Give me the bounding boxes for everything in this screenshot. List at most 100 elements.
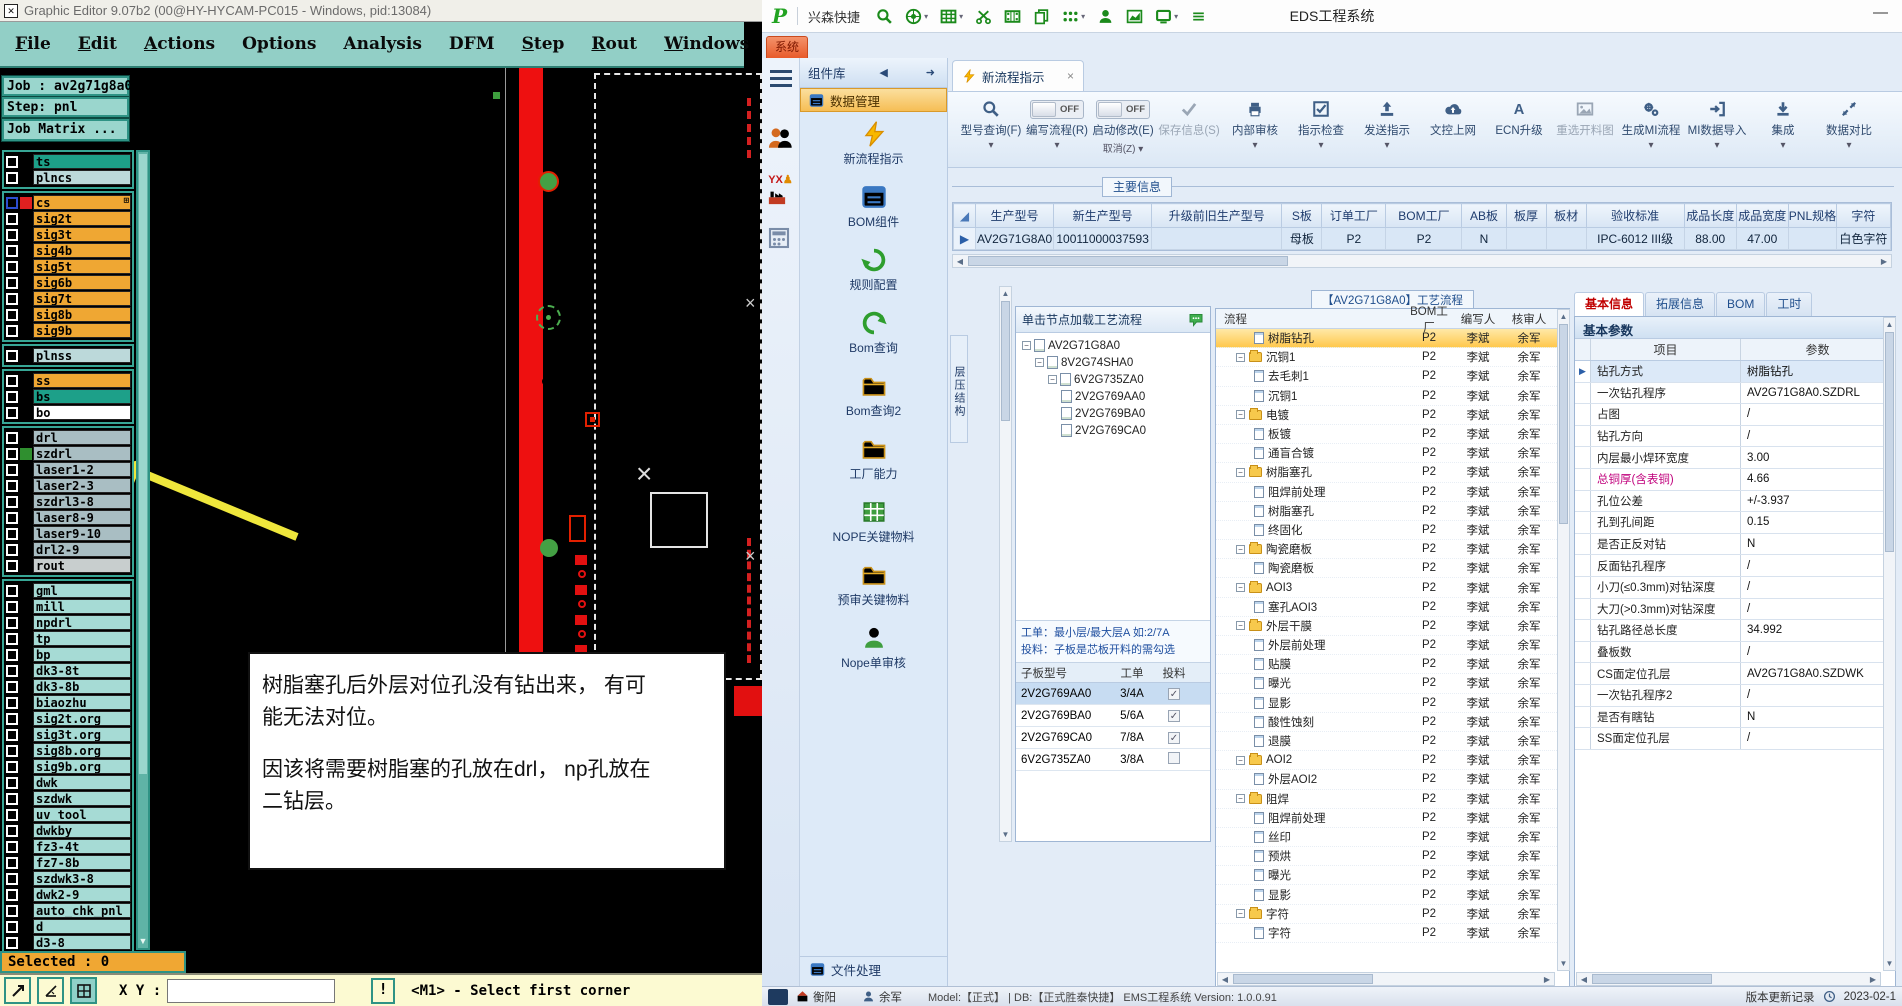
flow-row-陶瓷磨板[interactable]: 陶瓷磨板 P2 李斌 余军 — [1216, 559, 1569, 579]
layer-name[interactable]: sig8b — [33, 307, 131, 322]
prop-value[interactable]: N — [1741, 706, 1895, 728]
tree-expander-icon[interactable]: − — [1236, 794, 1245, 804]
layer-list-scrollbar[interactable]: ▼ — [136, 150, 150, 950]
prop-row-钻孔方向[interactable]: 钻孔方向 / — [1575, 425, 1895, 448]
ribbon-文控上网[interactable]: 文控上网 — [1422, 98, 1484, 153]
layer-visibility-checkbox[interactable] — [6, 664, 18, 677]
alert-button[interactable]: ! — [371, 977, 396, 1004]
feed-checkbox[interactable]: ✓ — [1168, 687, 1180, 700]
subboard-row-2V2G769AA0[interactable]: 2V2G769AA0 3/4A ✓ — [1016, 683, 1210, 705]
layer-name[interactable]: drl2-9 — [33, 542, 131, 557]
layer-name[interactable]: fz3-4t — [33, 839, 131, 854]
layer-name[interactable]: szdwk3-8 — [33, 871, 131, 886]
layer-name[interactable]: sig2t — [33, 211, 131, 226]
menu-dots-icon[interactable]: ▾ — [1062, 8, 1085, 25]
subboard-row-6V2G735ZA0[interactable]: 6V2G735ZA0 3/8A — [1016, 749, 1210, 771]
grid-shortcut-icon[interactable] — [767, 226, 794, 250]
layer-row-sig4b[interactable]: sig4b — [5, 243, 131, 258]
layer-name[interactable]: laser9-10 — [33, 526, 131, 541]
layer-row-sig8b.org[interactable]: sig8b.org — [5, 743, 131, 758]
close-tab-icon[interactable]: × — [1066, 69, 1074, 83]
ribbon-发送指示[interactable]: 发送指示 ▾ — [1356, 98, 1418, 153]
layer-visibility-checkbox[interactable] — [6, 463, 18, 476]
prop-value[interactable]: +/-3.937 — [1741, 490, 1895, 512]
pcb-canvas[interactable]: × × × 树脂塞孔后外层对位孔没有钻出来， 有可 能无法对位。 因该将需要树脂塞的… — [0, 68, 762, 973]
layer-name[interactable]: sig2t.org — [33, 711, 131, 726]
layer-row-szdrl3-8[interactable]: szdrl3-8 — [5, 494, 131, 509]
flow-row-去毛刺1[interactable]: 去毛刺1 P2 李斌 余军 — [1216, 367, 1569, 387]
flow-row-预烘[interactable]: 预烘 P2 李斌 余军 — [1216, 847, 1569, 867]
copy-icon[interactable] — [1033, 8, 1050, 25]
layer-row-sig7t[interactable]: sig7t — [5, 291, 131, 306]
search-icon[interactable] — [876, 8, 893, 25]
prop-value[interactable]: AV2G71G8A0.SZDRL — [1741, 382, 1895, 404]
prop-row-反面钻孔程序[interactable]: 反面钻孔程序 / — [1575, 555, 1895, 577]
layer-row-sig3t.org[interactable]: sig3t.org — [5, 727, 131, 742]
layer-visibility-checkbox[interactable] — [6, 155, 18, 168]
table-horizontal-scrollbar[interactable]: ◀ ▶ — [952, 254, 1892, 268]
off-toggle[interactable]: OFF — [1030, 99, 1084, 119]
props-vertical-scrollbar[interactable]: ▲ ▼ — [1883, 317, 1896, 971]
layer-row-rout[interactable]: rout — [5, 558, 131, 573]
flow-row-阻焊[interactable]: − 阻焊 P2 李斌 余军 — [1216, 790, 1569, 809]
layer-row-bs[interactable]: bs — [5, 389, 131, 404]
layer-row-dk3-8t[interactable]: dk3-8t — [5, 663, 131, 678]
flow-row-显影[interactable]: 显影 P2 李斌 余军 — [1216, 885, 1569, 905]
tree-expander-icon[interactable]: − — [1236, 410, 1245, 420]
tree-node-6V2G735ZA0[interactable]: − 6V2G735ZA0 — [1016, 371, 1210, 388]
menu-rout[interactable]: Rout — [591, 34, 638, 54]
layer-row-drl[interactable]: drl — [5, 430, 131, 445]
scissors-icon[interactable] — [975, 8, 992, 25]
menu-windows[interactable]: Windows — [664, 34, 750, 54]
layer-visibility-checkbox[interactable] — [6, 792, 18, 805]
version-history-link[interactable]: 版本更新记录 — [1745, 991, 1815, 1004]
flow-row-树脂塞孔[interactable]: 树脂塞孔 P2 李斌 余军 — [1216, 502, 1569, 521]
layer-name[interactable]: laser8-9 — [33, 510, 131, 525]
table-row[interactable]: ▶ AV2G71G8A0 10011000037593 母板 P2 P2 N IPC-6012… — [952, 227, 1892, 250]
subboard-row-2V2G769CA0[interactable]: 2V2G769CA0 7/8A ✓ — [1016, 727, 1210, 749]
layer-visibility-checkbox[interactable] — [6, 406, 18, 419]
table-col-板厚[interactable]: 板厚 — [1505, 203, 1547, 228]
ribbon-编写流程(R)[interactable]: OFF 编写流程(R) ▾ — [1026, 98, 1088, 153]
ribbon-数据对比[interactable]: 数据对比 ▾ — [1818, 98, 1880, 153]
layer-row-tp[interactable]: tp — [5, 631, 131, 646]
sidebar-item-新流程指示[interactable]: 新流程指示 — [800, 112, 947, 175]
layer-visibility-checkbox[interactable] — [6, 616, 18, 629]
flow-row-终固化[interactable]: 终固化 P2 李斌 余军 — [1216, 521, 1569, 541]
layer-name[interactable]: sig3t — [33, 227, 131, 242]
table-col-成品长度[interactable]: 成品长度 — [1683, 203, 1737, 228]
prop-row-是否有瞎钻[interactable]: 是否有瞎钻 N — [1575, 706, 1895, 729]
layer-name[interactable]: laser1-2 — [33, 462, 131, 477]
dropdown-arrow-icon[interactable]: ▾ — [1081, 11, 1086, 21]
dropdown-arrow-icon[interactable]: ▾ — [959, 11, 964, 21]
prop-value[interactable]: AV2G71G8A0.SZDWK — [1741, 663, 1895, 684]
prop-value[interactable]: 0.15 — [1741, 512, 1895, 533]
ribbon-sub[interactable]: ▾ — [1252, 140, 1258, 151]
layer-name[interactable]: szdrl — [33, 446, 131, 461]
tab-stackup-structure[interactable]: 层压结构 — [950, 335, 968, 443]
scrollbar-down-arrow[interactable]: ▼ — [138, 936, 148, 946]
layer-visibility-checkbox[interactable] — [6, 920, 18, 933]
table-col-BOM工厂[interactable]: BOM工厂 — [1385, 203, 1463, 228]
flow-row-树脂钻孔[interactable]: 树脂钻孔 P2 李斌 余军 — [1216, 329, 1569, 349]
layer-name[interactable]: tp — [33, 631, 131, 646]
prop-row-钻孔路径总长度[interactable]: 钻孔路径总长度 34.992 — [1575, 620, 1895, 642]
tab-new-flow-instruction[interactable]: 新流程指示 × — [952, 60, 1084, 91]
prop-value[interactable]: / — [1741, 684, 1895, 706]
layer-visibility-checkbox[interactable] — [6, 584, 18, 597]
feed-checkbox[interactable]: ✓ — [1168, 709, 1180, 722]
prop-value[interactable]: 树脂钻孔 — [1741, 361, 1895, 382]
prop-row-钻孔方式[interactable]: ▶ 钻孔方式 树脂钻孔 — [1575, 361, 1895, 383]
layer-name[interactable]: plnss — [33, 348, 131, 363]
layer-visibility-checkbox[interactable] — [6, 824, 18, 837]
layer-visibility-checkbox[interactable] — [6, 228, 18, 241]
flow-horizontal-scrollbar[interactable]: ◀ ▶ — [1217, 972, 1555, 986]
layer-visibility-checkbox[interactable] — [6, 632, 18, 645]
pin-panel-icon[interactable]: ➜ — [925, 67, 935, 79]
table-col-升级前旧生产型号[interactable]: 升级前旧生产型号 — [1151, 203, 1283, 228]
flow-row-字符[interactable]: 字符 P2 李斌 余军 — [1216, 924, 1569, 943]
prop-value[interactable]: / — [1741, 641, 1895, 663]
layer-name[interactable]: plncs — [33, 170, 131, 185]
layer-visibility-checkbox[interactable] — [6, 260, 18, 273]
layer-visibility-checkbox[interactable] — [6, 808, 18, 821]
